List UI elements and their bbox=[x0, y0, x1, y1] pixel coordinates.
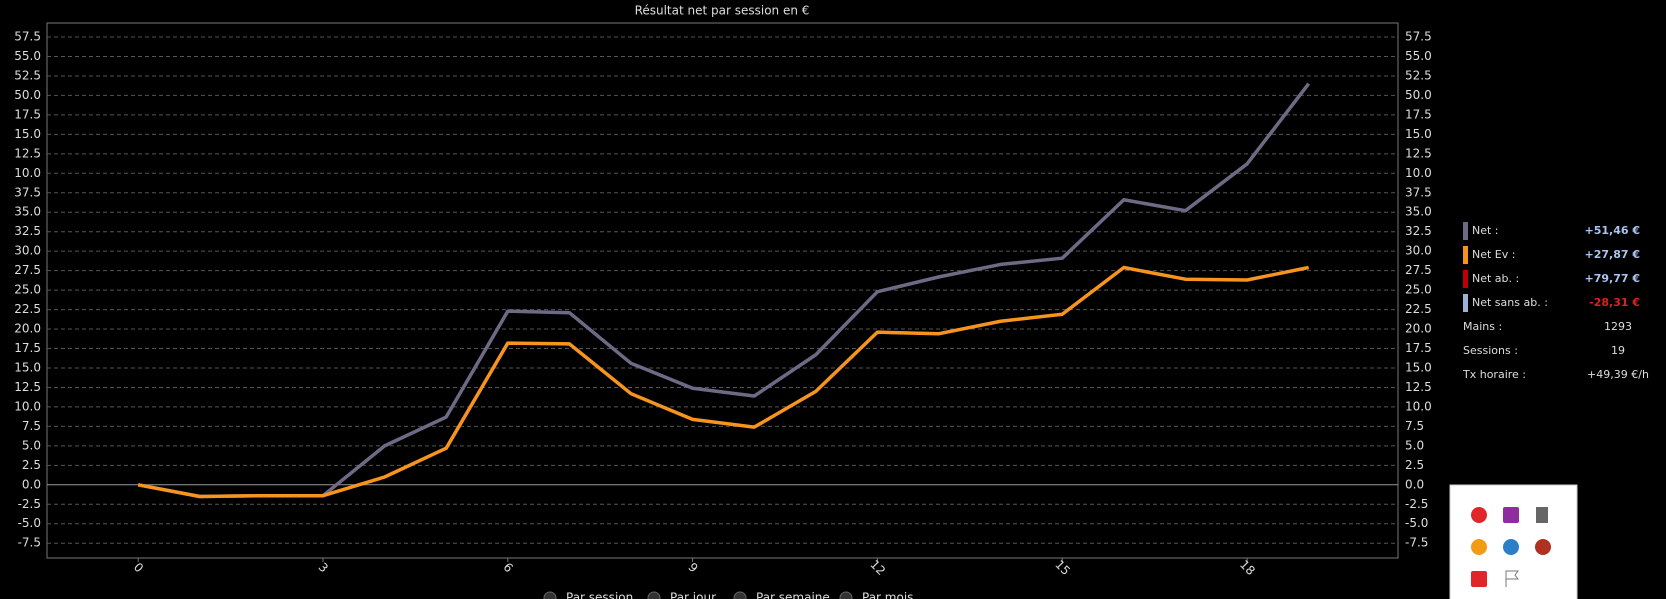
y-tick-label: 25.0 bbox=[14, 283, 41, 297]
y-tick-label: 10.0 bbox=[14, 166, 41, 180]
y-tick-label: -7.5 bbox=[18, 536, 41, 550]
legend-label: Net Ev : bbox=[1472, 248, 1515, 261]
icon bbox=[1503, 539, 1519, 555]
y-tick-label: 50.0 bbox=[14, 88, 41, 102]
legend-swatch bbox=[1463, 246, 1468, 264]
icon bbox=[1503, 507, 1519, 523]
y2-tick-label: 12.5 bbox=[1405, 380, 1432, 394]
radio[interactable] bbox=[733, 591, 747, 599]
y2-tick-label: 32.5 bbox=[1405, 224, 1432, 238]
y2-tick-label: 52.5 bbox=[1405, 68, 1432, 82]
y2-tick-label: 27.5 bbox=[1405, 263, 1432, 277]
legend-total: +51,46 € bbox=[1585, 224, 1641, 237]
y2-tick-label: 55.0 bbox=[1405, 49, 1432, 63]
radio-label[interactable]: Par jour bbox=[670, 591, 716, 599]
y-tick-label: 10.0 bbox=[14, 399, 41, 413]
radio[interactable] bbox=[543, 591, 557, 599]
y-tick-label: 22.5 bbox=[14, 302, 41, 316]
y-tick-label: 27.5 bbox=[14, 263, 41, 277]
series-line bbox=[137, 82, 1311, 499]
y2-tick-label: -7.5 bbox=[1405, 536, 1428, 550]
y2-tick-label: 20.0 bbox=[1405, 322, 1432, 336]
y2-tick-label: 37.5 bbox=[1405, 185, 1432, 199]
y2-tick-label: 7.5 bbox=[1405, 419, 1424, 433]
y-tick-label: 12.5 bbox=[14, 380, 41, 394]
stat-label: Sessions : bbox=[1463, 344, 1518, 357]
stat-value: 19 bbox=[1611, 344, 1625, 357]
y2-tick-label: 12.5 bbox=[1405, 146, 1432, 160]
y2-tick-label: 35.0 bbox=[1405, 205, 1432, 219]
icon bbox=[1536, 507, 1548, 523]
y-tick-label: 0.0 bbox=[22, 477, 41, 491]
y-tick-label: 2.5 bbox=[22, 458, 41, 472]
icon bbox=[1471, 507, 1487, 523]
y-tick-label: 15.0 bbox=[14, 360, 41, 374]
y-tick-label: 5.0 bbox=[22, 438, 41, 452]
y2-tick-label: 15.0 bbox=[1405, 127, 1432, 141]
y-tick-label: 15.0 bbox=[14, 127, 41, 141]
icon bbox=[1505, 570, 1519, 587]
radio-label[interactable]: Par mois bbox=[862, 591, 913, 599]
y-tick-label: 57.5 bbox=[14, 30, 41, 44]
y2-tick-label: 25.0 bbox=[1405, 283, 1432, 297]
y-tick-label: 12.5 bbox=[14, 146, 41, 160]
icon bbox=[1471, 571, 1487, 587]
tray bbox=[1449, 484, 1578, 599]
y2-tick-label: -5.0 bbox=[1405, 516, 1428, 530]
y-tick-label: 37.5 bbox=[14, 185, 41, 199]
y2-tick-label: 10.0 bbox=[1405, 166, 1432, 180]
legend-swatch bbox=[1463, 294, 1468, 312]
legend-label: Net : bbox=[1472, 224, 1499, 237]
y-tick-label: 7.5 bbox=[22, 419, 41, 433]
y2-tick-label: 30.0 bbox=[1405, 244, 1432, 258]
y-tick-label: 30.0 bbox=[14, 244, 41, 258]
y2-tick-label: 57.5 bbox=[1405, 30, 1432, 44]
y2-tick-label: 5.0 bbox=[1405, 438, 1424, 452]
y2-tick-label: 2.5 bbox=[1405, 458, 1424, 472]
chart-title: Résultat net par session en € bbox=[635, 4, 810, 18]
y2-tick-label: -2.5 bbox=[1405, 497, 1428, 511]
stat-label: Mains : bbox=[1463, 320, 1502, 333]
y2-tick-label: 50.0 bbox=[1405, 88, 1432, 102]
icon bbox=[1535, 539, 1551, 555]
y2-tick-label: 17.5 bbox=[1405, 107, 1432, 121]
y-tick-label: 55.0 bbox=[14, 49, 41, 63]
stat-label: Tx horaire : bbox=[1462, 368, 1526, 381]
legend-swatch bbox=[1463, 222, 1468, 240]
series-line bbox=[137, 265, 1310, 499]
icon bbox=[1471, 539, 1487, 555]
radio[interactable] bbox=[647, 591, 661, 599]
y-tick-label: 52.5 bbox=[14, 68, 41, 82]
legend-swatch bbox=[1463, 270, 1468, 288]
y-tick-label: 32.5 bbox=[14, 224, 41, 238]
y-tick-label: -2.5 bbox=[18, 497, 41, 511]
y2-tick-label: 10.0 bbox=[1405, 399, 1432, 413]
stat-value: +49,39 €/h bbox=[1587, 368, 1649, 381]
y2-tick-label: 22.5 bbox=[1405, 302, 1432, 316]
y-tick-label: 17.5 bbox=[14, 341, 41, 355]
y-tick-label: -5.0 bbox=[18, 516, 41, 530]
legend-total: +79,77 € bbox=[1585, 272, 1641, 285]
radio-label[interactable]: Par session bbox=[566, 591, 633, 599]
radio-label[interactable]: Par semaine bbox=[756, 591, 830, 599]
legend-total: -28,31 € bbox=[1589, 296, 1640, 309]
y2-tick-label: 17.5 bbox=[1405, 341, 1432, 355]
y-tick-label: 20.0 bbox=[14, 322, 41, 336]
y2-tick-label: 0.0 bbox=[1405, 477, 1424, 491]
stat-value: 1293 bbox=[1604, 320, 1632, 333]
y-tick-label: 17.5 bbox=[14, 107, 41, 121]
y2-tick-label: 15.0 bbox=[1405, 360, 1432, 374]
legend-label: Net sans ab. : bbox=[1472, 296, 1548, 309]
legend-total: +27,87 € bbox=[1585, 248, 1641, 261]
radio[interactable] bbox=[839, 591, 853, 599]
legend-label: Net ab. : bbox=[1472, 272, 1519, 285]
y-tick-label: 35.0 bbox=[14, 205, 41, 219]
